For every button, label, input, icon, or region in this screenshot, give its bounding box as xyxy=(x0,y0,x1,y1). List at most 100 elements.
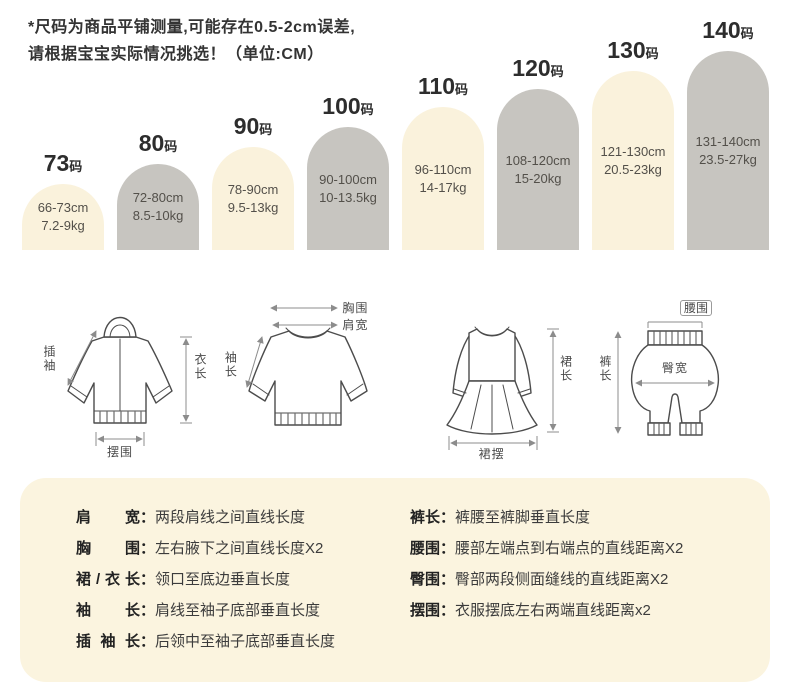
garment-length-label: 衣长 xyxy=(193,353,207,381)
definition-term: 肩宽 xyxy=(76,509,140,526)
weight-range: 23.5-27kg xyxy=(699,151,757,167)
waistband xyxy=(647,330,703,346)
size-unit: 码 xyxy=(164,139,178,154)
size-number: 73 xyxy=(43,150,70,176)
colon: ： xyxy=(140,633,156,650)
measurement-diagrams: 插袖 衣长 摆围 胸围 肩宽 袖 xyxy=(40,295,760,467)
size-number: 80 xyxy=(138,130,165,156)
definition-text: 腰部左端点到右端点的直线距离X2 xyxy=(455,540,684,557)
definition-row: 肩宽：两段肩线之间直线长度 xyxy=(76,502,410,533)
size-arch: 121-130cm 20.5-23kg xyxy=(592,71,674,250)
height-range: 96-110cm xyxy=(414,161,472,177)
size-column: 140码 131-140cm 23.5-27kg xyxy=(687,17,769,250)
definition-row: 摆围：衣服摆底左右两端直线距离x2 xyxy=(410,595,683,626)
hip-width-label: 臀宽 xyxy=(661,361,688,375)
chest-circumference-label: 胸围 xyxy=(342,301,369,315)
definition-term: 臀围 xyxy=(410,571,441,588)
definition-term: 裙/衣长 xyxy=(76,571,140,588)
shoulder-width-label: 肩宽 xyxy=(342,318,369,332)
definition-term: 裤长 xyxy=(410,509,441,526)
weight-range: 15-20kg xyxy=(514,170,562,186)
size-arch: 66-73cm 7.2-9kg xyxy=(22,184,104,250)
size-label: 110码 xyxy=(418,73,468,100)
weight-range: 10-13.5kg xyxy=(319,189,377,205)
size-column: 120码 108-120cm 15-20kg xyxy=(497,55,579,250)
definition-text: 领口至底边垂直长度 xyxy=(155,571,291,588)
size-label: 80码 xyxy=(139,130,178,157)
height-range: 78-90cm xyxy=(227,181,279,197)
height-range: 66-73cm xyxy=(37,200,89,215)
pants-illustration xyxy=(614,321,720,436)
pleats xyxy=(470,384,514,433)
definition-term: 摆围 xyxy=(410,602,441,619)
size-number: 90 xyxy=(233,113,260,139)
collar xyxy=(285,327,331,338)
size-column: 90码 78-90cm 9.5-13kg xyxy=(212,113,294,250)
weight-range: 14-17kg xyxy=(419,179,467,195)
height-range: 90-100cm xyxy=(319,171,377,187)
size-arch: 131-140cm 23.5-27kg xyxy=(687,51,769,250)
size-unit: 码 xyxy=(645,46,659,61)
definition-term: 腰围 xyxy=(410,540,441,557)
definition-row: 插袖长：后领中至袖子底部垂直长度 xyxy=(76,626,410,657)
pants-diagram: 腰围 裤长 臀宽 xyxy=(590,295,760,465)
definition-row: 袖长：肩线至袖子底部垂直长度 xyxy=(76,595,410,626)
size-number: 120 xyxy=(512,55,551,81)
sleeve-length-label: 袖长 xyxy=(223,351,238,379)
measurement-note: *尺码为商品平铺测量,可能存在0.5-2cm误差, 请根据宝宝实际情况挑选！（单… xyxy=(28,14,355,68)
definitions-left-column: 肩宽：两段肩线之间直线长度 胸围：左右腋下之间直线长度X2 裙/衣长：领口至底边… xyxy=(76,502,410,682)
size-label: 90码 xyxy=(234,113,273,140)
jacket-illustration xyxy=(67,317,192,446)
skirt-length-label: 裙长 xyxy=(558,355,573,383)
size-label: 140码 xyxy=(702,17,753,44)
raglan-sleeve-label: 插袖 xyxy=(42,345,56,373)
dress-illustration xyxy=(445,326,559,450)
note-line-1: *尺码为商品平铺测量,可能存在0.5-2cm误差, xyxy=(28,19,356,36)
colon: ： xyxy=(440,602,456,619)
colon: ： xyxy=(440,540,456,557)
hem-circumference-label: 摆围 xyxy=(106,445,133,459)
size-arch: 108-120cm 15-20kg xyxy=(497,89,579,250)
size-label: 130码 xyxy=(607,37,658,64)
size-label: 100码 xyxy=(322,93,373,120)
colon: ： xyxy=(140,509,156,526)
height-range: 108-120cm xyxy=(505,152,571,168)
size-arch: 90-100cm 10-13.5kg xyxy=(307,127,389,250)
size-arch-chart: 73码 66-73cm 7.2-9kg 80码 72-80cm 8.5-10kg… xyxy=(22,0,769,250)
weight-range: 20.5-23kg xyxy=(604,161,662,177)
weight-range: 7.2-9kg xyxy=(41,218,85,233)
size-column: 80码 72-80cm 8.5-10kg xyxy=(117,130,199,250)
dress-diagram: 裙长 裙摆 xyxy=(407,295,577,465)
height-range: 72-80cm xyxy=(132,190,184,205)
sweatshirt-diagram: 胸围 肩宽 袖长 xyxy=(223,295,393,465)
size-label: 73码 xyxy=(44,150,83,177)
definition-text: 左右腋下之间直线长度X2 xyxy=(155,540,324,557)
definition-row: 腰围：腰部左端点到右端点的直线距离X2 xyxy=(410,533,683,564)
dress-drawing xyxy=(445,326,538,435)
neckline xyxy=(474,326,510,336)
weight-range: 8.5-10kg xyxy=(132,208,184,223)
skirt-hem-label: 裙摆 xyxy=(478,447,505,461)
definition-text: 两段肩线之间直线长度 xyxy=(155,509,306,526)
size-number: 130 xyxy=(607,37,646,63)
sweatshirt-illustration xyxy=(245,304,369,426)
definition-text: 衣服摆底左右两端直线距离x2 xyxy=(455,602,651,619)
weight-range: 9.5-13kg xyxy=(227,199,279,215)
size-unit: 码 xyxy=(740,26,754,41)
size-unit: 码 xyxy=(455,82,469,97)
definition-row: 裤长：裤腰至裤脚垂直长度 xyxy=(410,502,683,533)
jacket-dimension-lines xyxy=(67,330,192,446)
pants-length-label: 裤长 xyxy=(597,355,612,383)
definition-text: 后领中至袖子底部垂直长度 xyxy=(155,633,336,650)
definition-text: 臀部两段侧面缝线的直线距离X2 xyxy=(455,571,669,588)
jacket-drawing xyxy=(67,317,173,424)
sweatshirt-dimension-lines xyxy=(245,304,339,388)
height-range: 131-140cm xyxy=(695,133,761,149)
size-arch: 72-80cm 8.5-10kg xyxy=(117,164,199,250)
definition-row: 裙/衣长：领口至底边垂直长度 xyxy=(76,564,410,595)
definitions-right-column: 裤长：裤腰至裤脚垂直长度 腰围：腰部左端点到右端点的直线距离X2 臀围：臀部两段… xyxy=(410,502,683,682)
height-range: 121-130cm xyxy=(600,143,666,159)
size-column: 73码 66-73cm 7.2-9kg xyxy=(22,150,104,250)
colon: ： xyxy=(140,540,156,557)
waist-circumference-label: 腰围 xyxy=(679,300,712,316)
